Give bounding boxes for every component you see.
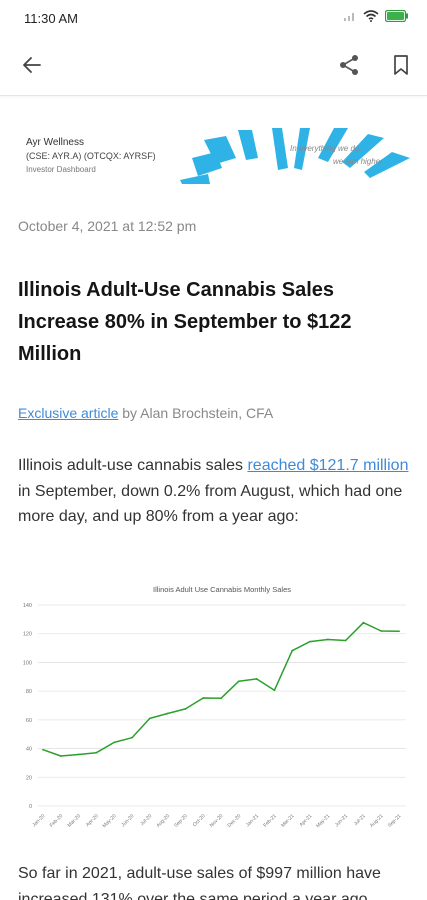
data-point [237,680,240,683]
x-tick-label: Sep-21 [387,813,403,829]
para1-end: in September, down 0.2% from August, whi… [18,482,403,526]
data-point [59,755,62,757]
sunburst-logo-art [178,128,414,189]
data-point [255,678,258,680]
data-point [291,649,294,652]
article-byline: Exclusive article by Alan Brochstein, CF… [18,405,273,421]
status-time: 11:30 AM [24,11,78,26]
x-tick-label: Dec-20 [227,813,243,829]
banner-quote-line2: we aim higher [333,157,383,166]
share-icon [338,54,360,81]
status-bar: 11:30 AM [0,0,427,38]
x-tick-label: Feb-20 [49,813,65,829]
article-paragraph-2: So far in 2021, adult-use sales of $997 … [18,865,381,900]
data-point [220,697,222,700]
y-tick-label: 80 [26,689,32,695]
x-tick-label: Aug-21 [369,813,385,829]
article-date: October 4, 2021 at 12:52 pm [18,218,197,234]
x-tick-label: Jul-20 [139,813,153,827]
data-point [42,748,44,751]
chart-title: Illinois Adult Use Cannabis Monthly Sale… [153,585,291,594]
data-point [184,708,187,710]
x-tick-label: Apr-21 [299,813,314,828]
data-point [148,717,151,720]
y-tick-label: 40 [26,747,32,753]
byline-author: by Alan Brochstein, CFA [118,405,274,421]
y-tick-label: 60 [26,718,32,724]
y-tick-label: 0 [29,804,32,810]
data-point [309,640,311,643]
data-point [326,638,329,641]
x-tick-label: Mar-21 [280,813,296,829]
banner-company: Ayr Wellness [26,137,84,148]
banner-quote-line1: In everything we do, [290,144,362,153]
back-button[interactable] [18,53,46,81]
x-tick-label: Jun-21 [334,813,349,828]
data-point [95,751,98,754]
data-point [131,736,133,739]
x-tick-label: Jun-20 [120,813,135,828]
x-tick-label: May-20 [102,813,118,829]
x-tick-label: Jul-21 [353,813,367,827]
y-tick-label: 120 [23,632,32,638]
x-tick-label: Oct-20 [192,813,207,828]
x-tick-label: Sep-20 [173,813,189,829]
app-toolbar [0,38,427,96]
y-tick-label: 20 [26,775,32,781]
sales-line-chart: Illinois Adult Use Cannabis Monthly Sale… [23,585,406,829]
data-point [398,630,400,633]
x-tick-label: Jan-21 [245,813,260,828]
signal-icon [343,9,357,27]
data-point [166,712,169,715]
data-point [113,741,116,744]
wifi-icon [363,9,379,27]
bookmark-icon [393,54,409,80]
x-tick-label: May-21 [315,813,331,829]
sales-source-link[interactable]: reached $121.7 million [247,457,409,474]
exclusive-article-link[interactable]: Exclusive article [18,405,119,421]
para1-start: Illinois adult-use cannabis sales [18,457,248,474]
x-tick-label: Aug-20 [155,813,171,829]
bookmark-button[interactable] [387,53,415,81]
status-icons [343,9,409,27]
share-button[interactable] [335,53,363,81]
y-tick-label: 100 [23,660,32,666]
sales-series-line [42,621,400,757]
article-paragraph-1: Illinois adult-use cannabis sales reache… [18,453,413,530]
data-point [362,621,365,624]
x-tick-label: Feb-21 [262,813,278,829]
x-tick-label: Jan-20 [31,813,46,828]
battery-icon [384,9,409,27]
y-tick-label: 140 [23,603,32,609]
data-point [344,639,347,642]
sales-chart: Illinois Adult Use Cannabis Monthly Sale… [10,578,420,840]
data-point [380,630,383,632]
banner-tickers: (CSE: AYR.A) (OTCQX: AYRSF) [26,151,156,161]
x-tick-label: Apr-20 [85,813,100,828]
x-tick-label: Mar-20 [67,813,83,829]
data-point [273,689,276,692]
data-point [77,753,80,756]
x-tick-label: Nov-20 [209,813,225,829]
arrow-left-icon [22,55,42,80]
data-point [202,697,205,699]
banner-subtitle: Investor Dashboard [26,165,96,174]
article-title: Illinois Adult-Use Cannabis Sales Increa… [18,279,352,365]
sponsor-banner[interactable]: Ayr Wellness (CSE: AYR.A) (OTCQX: AYRSF)… [0,118,427,198]
